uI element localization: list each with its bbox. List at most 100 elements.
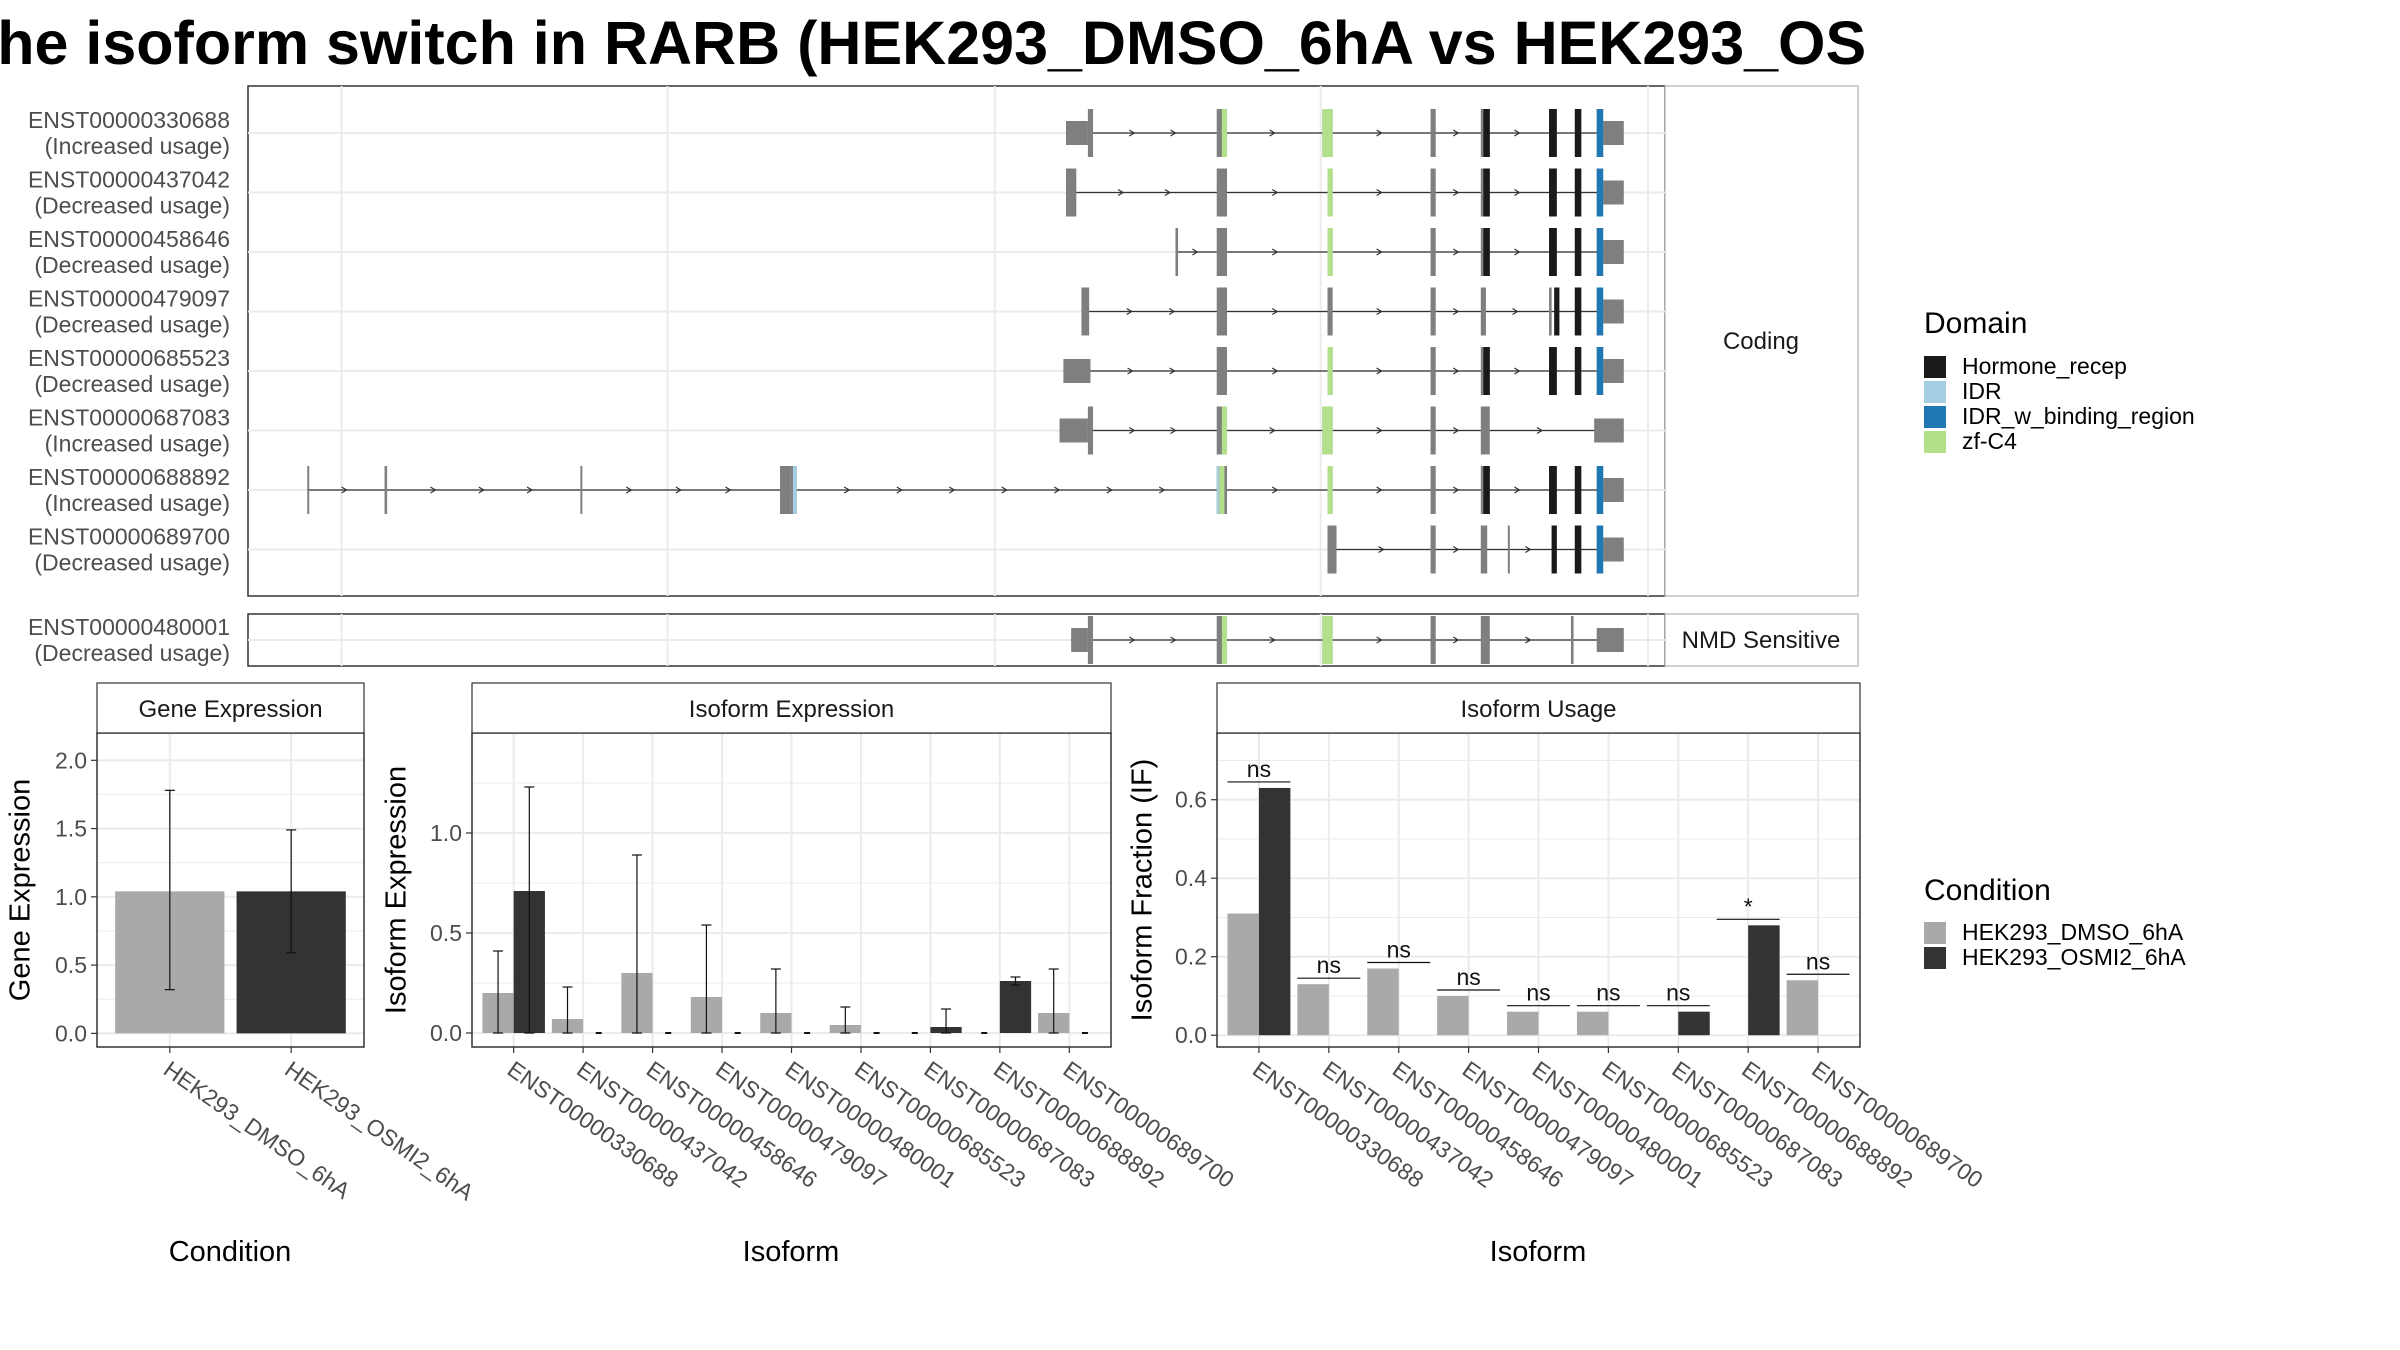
domain-block [1327,466,1333,514]
exon-block [1065,168,1077,217]
intron-direction-arrow [1128,426,1136,435]
significance-label: ns [1666,980,1690,1006]
utr-block [1603,478,1624,502]
isoform-usage-label: (Decreased usage) [34,252,230,278]
utr-block [1603,180,1624,205]
x-axis-label: Isoform [743,1236,840,1268]
intron-direction-arrow [430,486,437,494]
bar [999,981,1032,1033]
isoform-id-label: ENST00000458646 [28,226,230,252]
bar [1507,1011,1539,1036]
exon-block [1216,287,1228,336]
domain-block [1574,168,1582,217]
utr-block [1594,418,1624,443]
intron-direction-arrow [1452,545,1460,554]
exon-block [780,466,791,514]
intron-direction-arrow [1376,129,1383,137]
exon-block [384,466,388,514]
isoform-usage-label: (Increased usage) [45,490,230,516]
intron-direction-arrow [1053,486,1061,494]
y-tick-label: 0.5 [430,920,462,946]
intron-direction-arrow [1169,367,1176,375]
isoform-usage-label: (Increased usage) [45,133,230,159]
legend-swatch [1924,381,1946,403]
figure-title-text: The isoform switch in RARB (HEK293_DMSO_… [0,9,1870,77]
isoform-usage-label: (Increased usage) [45,431,230,457]
exon-block [307,466,310,514]
intron-direction-arrow [843,486,851,494]
y-axis-label: Isoform Expression [381,766,413,1014]
domain-block [1483,168,1490,217]
intron-direction-arrow [1452,426,1460,435]
y-tick-label: 0.0 [55,1020,87,1046]
y-tick-label: 0.0 [1175,1022,1207,1048]
significance-label: ns [1317,952,1341,978]
intron-direction-arrow [1106,486,1113,494]
intron-direction-arrow [625,486,633,494]
intron-direction-arrow [1376,307,1383,316]
y-tick-label: 1.0 [430,820,462,846]
exon-block [1430,406,1436,455]
x-tick-label: HEK293_OSMI2_6hA [280,1056,479,1206]
intron-direction-arrow [1376,486,1383,494]
domain-block [1596,228,1604,276]
exon-block [1430,466,1436,514]
significance-label: * [1744,893,1753,919]
domain-block [792,466,797,514]
structure-panel-frame [247,85,1666,597]
intron-direction-arrow [1525,636,1532,644]
panel-title: Isoform Usage [1460,696,1616,723]
domain-block [1327,168,1333,217]
intron-direction-arrow [1514,486,1521,494]
isoform-usage-label: (Decreased usage) [34,640,230,666]
domain-block [1219,466,1225,514]
significance-label: ns [1456,964,1480,990]
isoform-usage-label: (Decreased usage) [34,193,230,219]
exon-block [1087,109,1094,157]
intron-direction-arrow [675,486,682,494]
legend-label: HEK293_OSMI2_6hA [1962,944,2186,970]
exon-block [580,466,583,514]
intron-direction-arrow [1128,636,1136,644]
intron-direction-arrow [1512,307,1519,316]
figure-title: The isoform switch in RARB (HEK293_DMSO_… [0,8,1870,78]
domain-block [1549,228,1557,276]
intron-direction-arrow [1378,545,1385,554]
legend-label: IDR_w_binding_region [1962,403,2195,429]
domain-block [1554,287,1560,336]
exon-block [1430,168,1436,217]
exon-block [1081,287,1090,336]
isoform-id-label: ENST00000685523 [28,345,230,371]
intron-direction-arrow [1170,129,1177,137]
facet-strip [1664,85,1859,597]
exon-block [1430,287,1436,336]
exon-block [1480,406,1490,455]
legend-swatch [1924,356,1946,378]
domain-block [1327,228,1333,276]
intron-direction-arrow [1525,545,1532,554]
isoform-usage-label: (Decreased usage) [34,312,230,338]
panel-title: Gene Expression [138,696,322,723]
bar [1367,968,1399,1036]
legend-swatch [1924,922,1946,944]
domain-block [1596,287,1604,336]
domain-block [1483,347,1490,395]
exon-block [1216,168,1228,217]
intron-direction-arrow [1514,188,1521,197]
domain-block [1574,347,1582,395]
intron-direction-arrow [1271,367,1279,375]
exon-block [1430,228,1436,276]
intron-direction-arrow [1514,367,1521,375]
exon-block [1327,525,1337,574]
domain-block [1549,109,1557,157]
legend-label: zf-C4 [1962,428,2017,454]
exon-block [1430,525,1436,574]
isoform-id-label: ENST00000688892 [28,464,230,490]
y-tick-label: 0.4 [1175,865,1207,891]
domain-block [1574,466,1582,514]
intron-direction-arrow [478,486,485,494]
bar [1437,995,1469,1036]
isoform-usage-label: (Decreased usage) [34,550,230,576]
